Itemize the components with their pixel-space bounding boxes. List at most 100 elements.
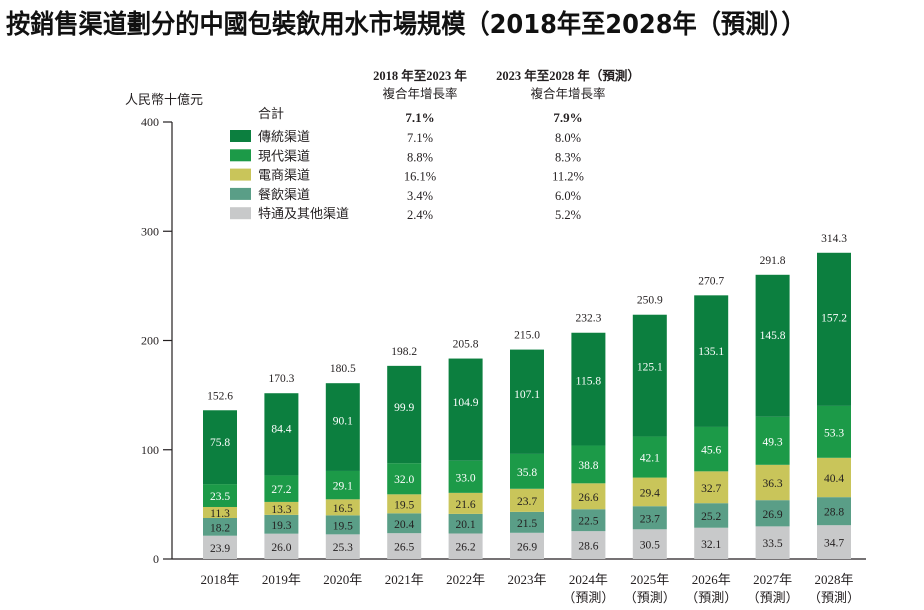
data-label: 22.5 xyxy=(578,516,598,528)
bar-segment xyxy=(203,410,237,485)
x-tick-sublabel: （預測） xyxy=(562,591,614,606)
total-label: 250.9 xyxy=(637,295,663,307)
bar-stack: 34.7 28.8 40.4 53.3 157.2 314.3 2028年 （預測） xyxy=(808,233,860,606)
bar-stack: 25.3 19.5 16.5 29.1 90.1 180.5 2020年 xyxy=(323,363,362,587)
data-label: 26.0 xyxy=(271,542,291,554)
data-label: 21.6 xyxy=(456,499,476,511)
legend-cagr1: 16.1% xyxy=(404,170,436,184)
legend-label: 傳統渠道 xyxy=(258,130,310,145)
data-label: 25.3 xyxy=(333,542,353,554)
bar-segment xyxy=(694,527,729,559)
data-label: 26.9 xyxy=(763,509,783,521)
bar-segment xyxy=(571,509,606,532)
data-label: 107.1 xyxy=(514,389,540,401)
legend-cagr2: 6.0% xyxy=(555,189,581,203)
legend-total-cagr2: 7.9% xyxy=(553,110,582,125)
bar-segment xyxy=(203,506,237,518)
legend-label: 現代渠道 xyxy=(258,149,310,164)
data-label: 23.7 xyxy=(640,513,660,525)
chart-title: 按銷售渠道劃分的中國包裝飲用水市場規模（2018年至2028年（預測）） xyxy=(6,10,806,40)
legend-cagr2: 8.3% xyxy=(555,150,581,164)
data-label: 29.4 xyxy=(640,487,660,499)
data-label: 25.2 xyxy=(701,511,721,523)
bar-segment xyxy=(755,526,790,559)
data-label: 28.8 xyxy=(824,507,844,519)
total-label: 215.0 xyxy=(514,330,540,342)
bar-segment xyxy=(755,464,790,501)
bar-segment xyxy=(325,515,360,535)
bar-segment xyxy=(448,533,483,559)
bar-segment xyxy=(694,295,729,427)
legend-label: 餐飲渠道 xyxy=(258,187,310,203)
legend-row: 特通及其他渠道 2.4% 5.2% xyxy=(230,207,581,222)
bar-stack: 33.5 26.9 36.3 49.3 145.8 291.8 2027年 （預測） xyxy=(747,255,799,606)
x-tick-label: 2026年 xyxy=(692,572,731,587)
data-label: 135.1 xyxy=(698,346,724,358)
data-label: 28.6 xyxy=(578,541,598,553)
bar-segment xyxy=(325,534,360,559)
x-tick-sublabel: （預測） xyxy=(808,591,860,606)
legend-cagr1: 8.8% xyxy=(407,150,433,164)
data-label: 49.3 xyxy=(763,436,783,448)
data-label: 75.8 xyxy=(210,437,230,449)
legend-row: 電商渠道 16.1% 11.2% xyxy=(230,168,584,184)
legend-cagr1: 7.1% xyxy=(407,131,433,145)
data-label: 115.8 xyxy=(576,376,602,388)
legend-col1-header: 2018 年至2023 年 xyxy=(373,68,467,83)
legend-col2-subheader: 複合年增長率 xyxy=(530,86,605,101)
bar-segment xyxy=(510,511,544,533)
bar-segment xyxy=(325,383,360,471)
bar-segment xyxy=(325,470,360,500)
bar-segment xyxy=(817,497,851,526)
data-label: 21.5 xyxy=(517,518,537,530)
total-label: 270.7 xyxy=(698,275,724,287)
data-label: 20.1 xyxy=(456,519,476,531)
bar-stack: 23.9 18.2 11.3 23.5 75.8 152.6 2018年 xyxy=(200,390,239,587)
x-tick-label: 2021年 xyxy=(385,572,424,587)
bar-segment xyxy=(817,525,851,559)
x-tick-label: 2020年 xyxy=(323,572,362,587)
data-label: 23.5 xyxy=(210,491,230,503)
bar-stack: 28.6 22.5 26.6 38.8 115.8 232.3 2024年 （預測） xyxy=(562,313,614,606)
data-label: 34.7 xyxy=(824,538,844,550)
bar-stack: 26.2 20.1 21.6 33.0 104.9 205.8 2022年 xyxy=(446,339,485,587)
bar-segment xyxy=(632,314,667,437)
x-tick-sublabel: （預測） xyxy=(747,591,799,606)
bar-segment xyxy=(203,535,237,559)
bar-segment xyxy=(387,365,422,464)
y-tick-label: 200 xyxy=(141,334,159,348)
data-label: 32.1 xyxy=(701,539,721,551)
bar-stack: 26.9 21.5 23.7 35.8 107.1 215.0 2023年 xyxy=(507,330,546,587)
legend-cagr1: 2.4% xyxy=(407,208,433,222)
y-tick-label: 400 xyxy=(141,115,159,129)
bar-segment xyxy=(571,332,606,446)
data-label: 13.3 xyxy=(271,504,291,516)
bar-stack: 32.1 25.2 32.7 45.6 135.1 270.7 2026年 （預測） xyxy=(685,275,737,606)
data-label: 26.2 xyxy=(456,542,476,554)
data-label: 33.5 xyxy=(763,538,783,550)
y-tick-label: 0 xyxy=(153,552,159,566)
data-label: 145.8 xyxy=(760,330,786,342)
legend-row: 傳統渠道 7.1% 8.0% xyxy=(230,130,581,145)
x-tick-label: 2019年 xyxy=(262,572,301,587)
bar-segment xyxy=(264,475,299,502)
total-label: 232.3 xyxy=(575,313,601,325)
total-label: 314.3 xyxy=(821,233,847,245)
legend-row: 餐飲渠道 3.4% 6.0% xyxy=(230,187,581,203)
legend-col1-subheader: 複合年增長率 xyxy=(382,86,457,101)
bar-segment xyxy=(755,274,790,417)
bar-segment xyxy=(510,453,544,489)
x-tick-label: 2025年 xyxy=(630,572,669,587)
x-tick-label: 2023年 xyxy=(507,572,546,587)
bar-segment xyxy=(264,514,299,534)
data-label: 42.1 xyxy=(640,453,660,465)
legend-swatch xyxy=(230,187,251,200)
bar-segment xyxy=(510,349,544,454)
legend-row: 現代渠道 8.8% 8.3% xyxy=(230,149,581,164)
data-label: 30.5 xyxy=(640,540,660,552)
data-label: 104.9 xyxy=(453,397,479,409)
data-label: 18.2 xyxy=(210,522,230,534)
data-label: 19.3 xyxy=(271,520,291,532)
bar-segment xyxy=(448,492,483,514)
